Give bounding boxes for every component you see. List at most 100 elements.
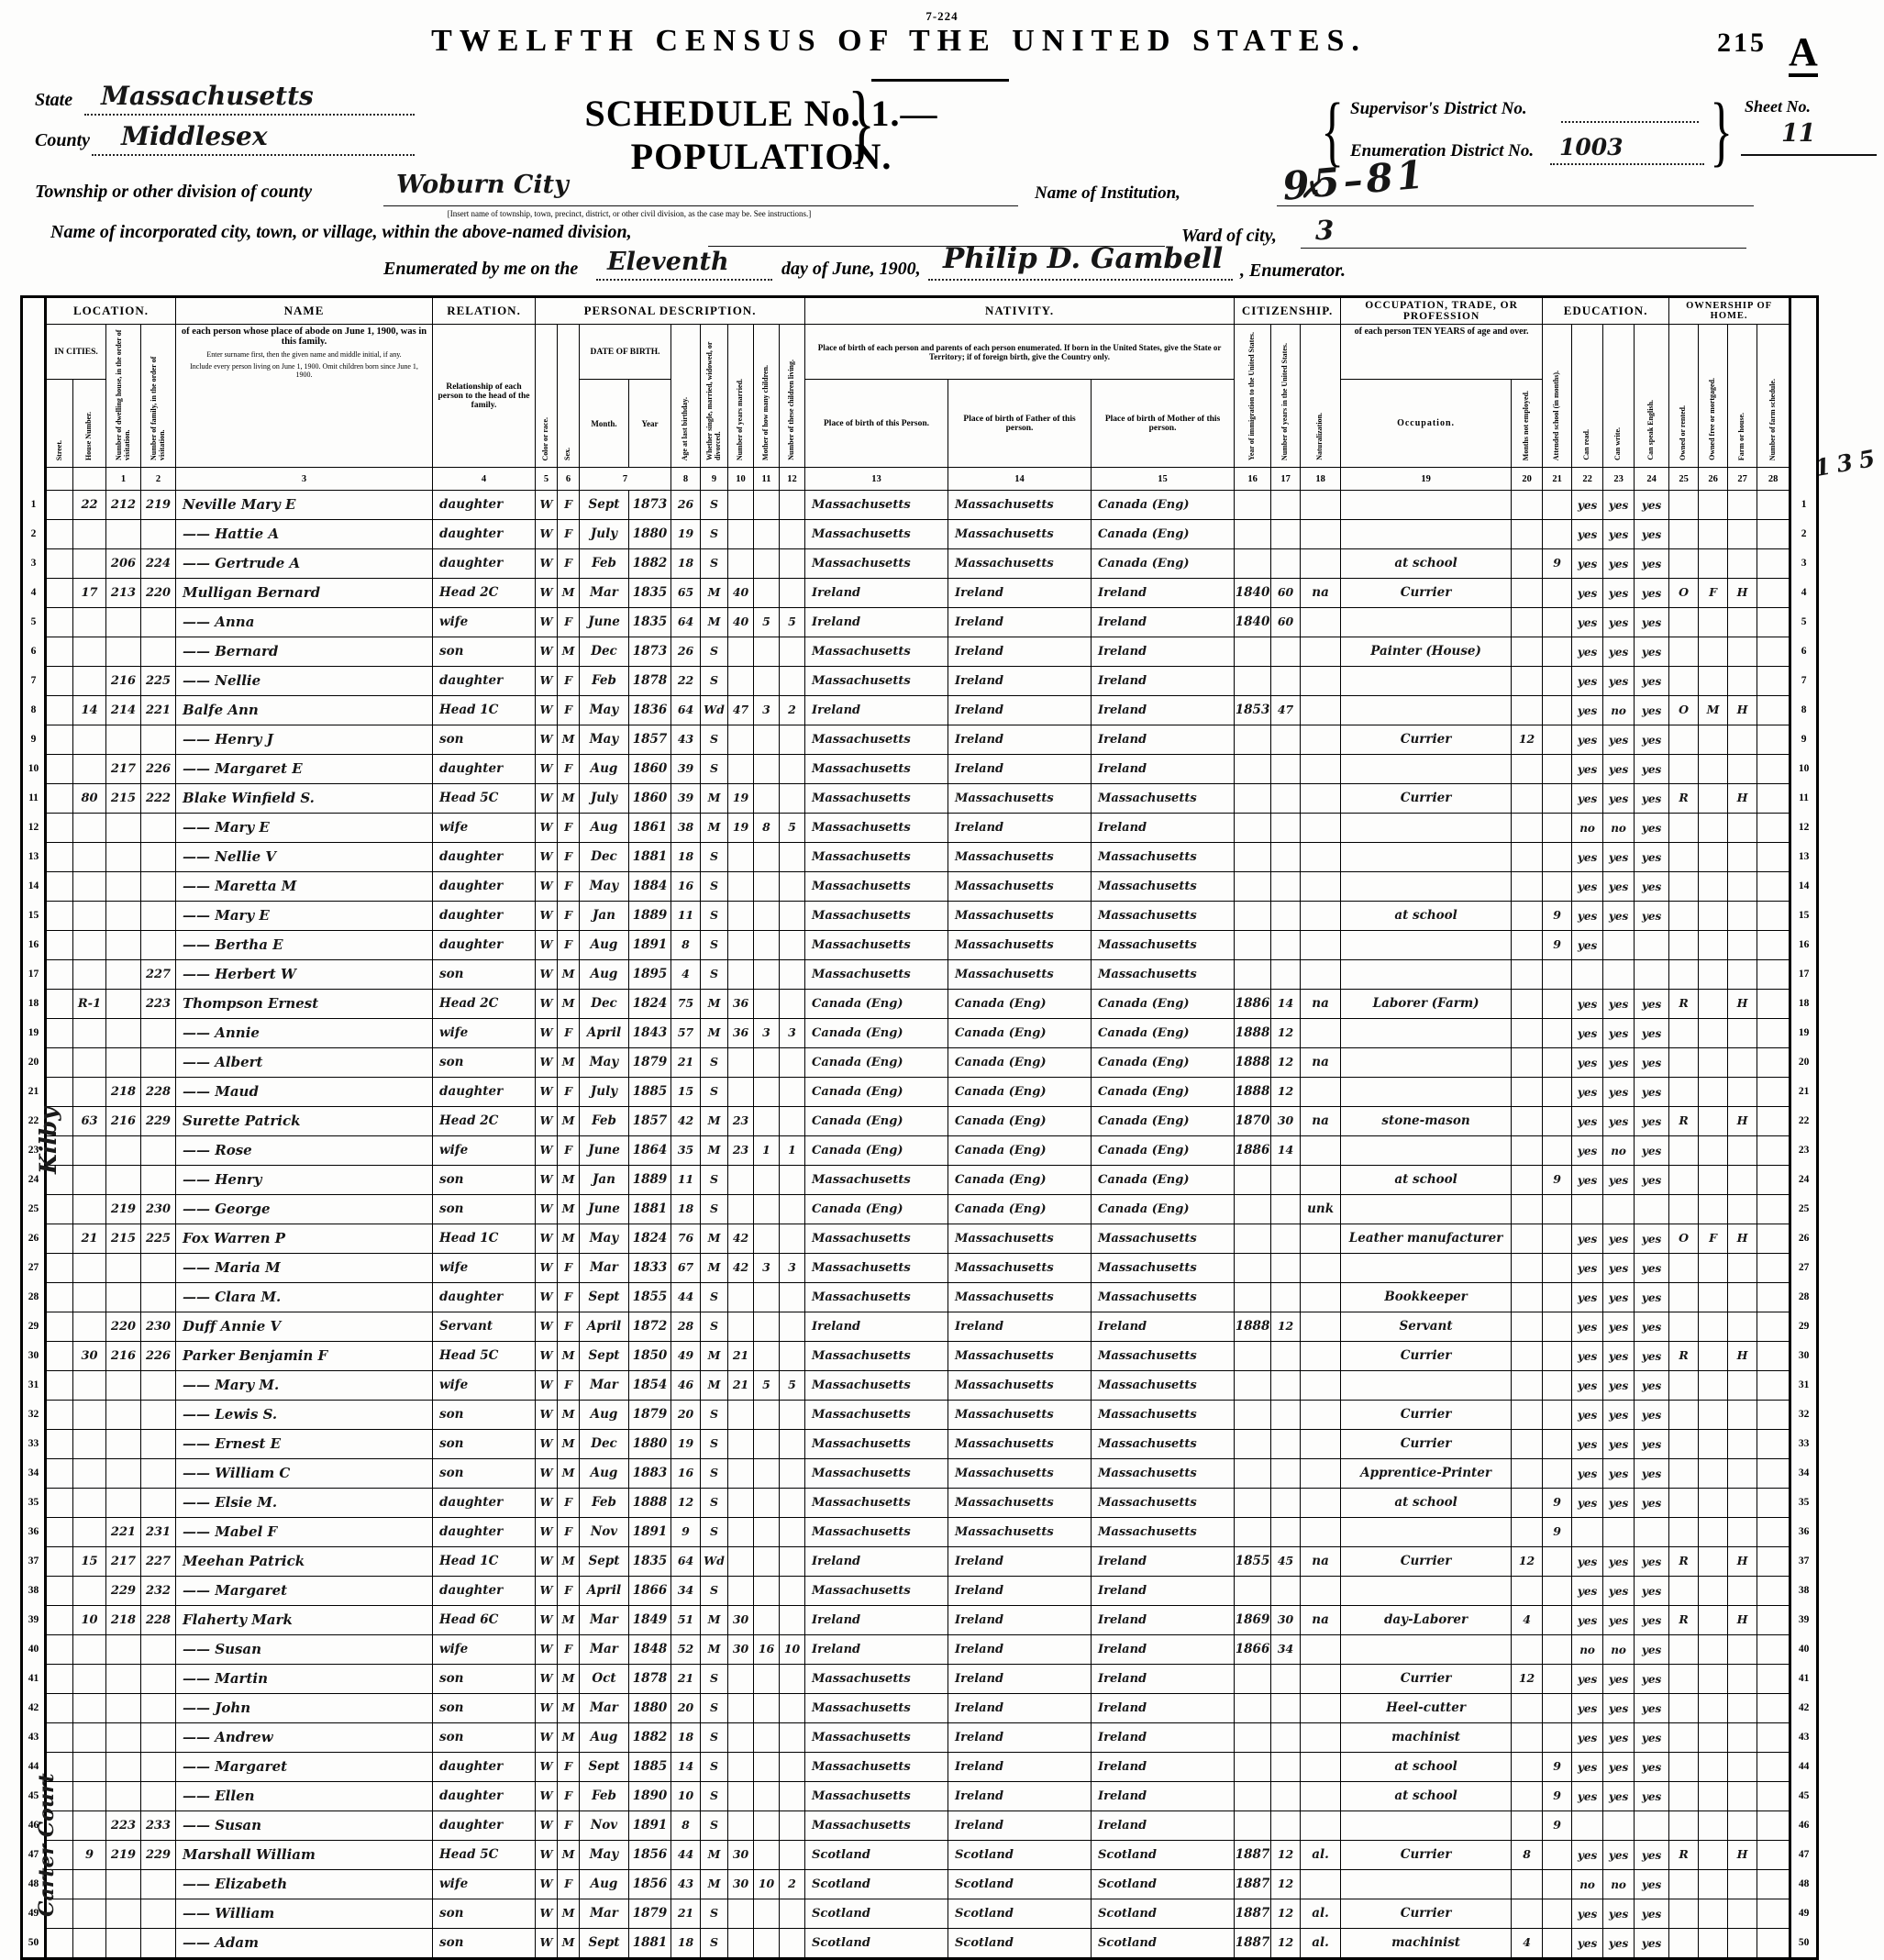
cell-name: —— Ernest E xyxy=(175,1429,434,1459)
cell-months-not-employed xyxy=(1511,1634,1544,1665)
row-number-left: 32 xyxy=(21,1400,47,1430)
cell-relation: son xyxy=(432,637,537,667)
cell-farm-schedule xyxy=(1757,1077,1791,1107)
cell-naturalization: na xyxy=(1300,1047,1342,1078)
cell-immigration-year xyxy=(1234,871,1272,902)
cell-years-in-us: 12 xyxy=(1270,1928,1302,1959)
cell-family-number xyxy=(139,1400,177,1430)
cell-years-married: 30 xyxy=(727,1840,755,1870)
cell-mother-of-children xyxy=(753,1488,781,1518)
cell-occupation: Servant xyxy=(1340,1312,1513,1342)
cell-children-living xyxy=(779,1722,806,1753)
cell-free-mortgaged xyxy=(1698,1400,1729,1430)
enumeration-value: 1003 xyxy=(1559,134,1624,161)
cell-years-in-us xyxy=(1270,1224,1302,1254)
cell-immigration-year xyxy=(1234,1224,1272,1254)
cell-owned-rented xyxy=(1668,1811,1700,1841)
cell-pob-father: Ireland xyxy=(948,813,1092,843)
cell-marital-status: S xyxy=(700,1664,729,1694)
cell-pob: Massachusetts xyxy=(804,548,949,579)
cell-months-not-employed xyxy=(1511,813,1544,843)
cell-naturalization xyxy=(1300,1135,1342,1166)
cell-months-not-employed: 8 xyxy=(1511,1840,1544,1870)
cell-family-number xyxy=(139,901,177,931)
cell-years-in-us: 12 xyxy=(1270,1869,1302,1899)
cell-immigration-year xyxy=(1234,490,1272,520)
cell-pob: Massachusetts xyxy=(804,1282,949,1312)
cell-house-number xyxy=(72,1312,106,1342)
cell-farm-house xyxy=(1727,725,1758,755)
cell-naturalization xyxy=(1300,1693,1342,1723)
cell-school-months xyxy=(1542,1224,1573,1254)
cell-street xyxy=(45,1781,73,1811)
cell-name: —— Mabel F xyxy=(175,1517,434,1547)
cell-years-married xyxy=(727,1576,755,1606)
colnum-1: 1 xyxy=(105,467,141,491)
cell-owned-rented xyxy=(1668,548,1700,579)
cell-mother-of-children: 8 xyxy=(753,813,781,843)
cell-school-months xyxy=(1542,813,1573,843)
cell-pob: Massachusetts xyxy=(804,1693,949,1723)
ward-value: 3 xyxy=(1315,215,1335,246)
cell-house-number xyxy=(72,842,106,872)
cell-years-in-us: 12 xyxy=(1270,1840,1302,1870)
cell-color: W xyxy=(535,1781,559,1811)
cell-family-number: 231 xyxy=(139,1517,177,1547)
cell-farm-house xyxy=(1727,959,1758,990)
county-value: Middlesex xyxy=(121,121,268,151)
cell-birth-month: Aug xyxy=(579,754,630,784)
cell-house-number: 63 xyxy=(72,1106,106,1136)
cell-immigration-year: 1866 xyxy=(1234,1634,1272,1665)
cell-mother-of-children xyxy=(753,842,781,872)
cell-months-not-employed: 12 xyxy=(1511,725,1544,755)
cell-immigration-year xyxy=(1234,1488,1272,1518)
cell-pob-father: Canada (Eng) xyxy=(948,1077,1092,1107)
row-number-left: 8 xyxy=(21,695,47,725)
cell-name: —— Bernard xyxy=(175,637,434,667)
cell-years-married xyxy=(727,1693,755,1723)
cell-color: W xyxy=(535,1165,559,1195)
row-number-left: 37 xyxy=(21,1546,47,1577)
cell-birth-year: 1855 xyxy=(628,1282,672,1312)
cell-children-living xyxy=(779,1165,806,1195)
cell-street xyxy=(45,1224,73,1254)
cell-immigration-year xyxy=(1234,637,1272,667)
cell-relation: Servant xyxy=(432,1312,537,1342)
colnum-28: 28 xyxy=(1757,467,1791,491)
cell-dwelling-number: 219 xyxy=(105,1840,141,1870)
cell-children-living xyxy=(779,637,806,667)
row-number-left: 23 xyxy=(21,1135,47,1166)
cell-house-number xyxy=(72,1517,106,1547)
cell-children-living xyxy=(779,666,806,696)
cell-pob: Massachusetts xyxy=(804,725,949,755)
cell-owned-rented xyxy=(1668,1429,1700,1459)
row-number-left: 3 xyxy=(21,548,47,579)
cell-sex: F xyxy=(557,666,581,696)
cell-family-number xyxy=(139,607,177,637)
cell-mother-of-children xyxy=(753,548,781,579)
cell-color: W xyxy=(535,813,559,843)
cell-sex: M xyxy=(557,783,581,814)
col-street: Street. xyxy=(45,379,73,468)
cell-naturalization xyxy=(1300,1370,1342,1401)
cell-free-mortgaged xyxy=(1698,1752,1729,1782)
street-name-kilby: Kilby xyxy=(35,1107,61,1174)
cell-can-speak-english: yes xyxy=(1634,1781,1670,1811)
cell-birth-year: 1881 xyxy=(628,842,672,872)
cell-can-write: yes xyxy=(1602,1106,1635,1136)
cell-mother-of-children xyxy=(753,725,781,755)
cell-sex: F xyxy=(557,1576,581,1606)
cell-marital-status: M xyxy=(700,1634,729,1665)
cell-sex: F xyxy=(557,519,581,549)
cell-sex: M xyxy=(557,1458,581,1489)
cell-color: W xyxy=(535,754,559,784)
cell-naturalization xyxy=(1300,842,1342,872)
cell-pob-mother: Massachusetts xyxy=(1091,1517,1236,1547)
cell-relation: Head 1C xyxy=(432,1546,537,1577)
cell-pob-father: Canada (Eng) xyxy=(948,1018,1092,1048)
cell-age: 22 xyxy=(670,666,702,696)
cell-school-months xyxy=(1542,519,1573,549)
row-number-right: 32 xyxy=(1789,1400,1818,1430)
